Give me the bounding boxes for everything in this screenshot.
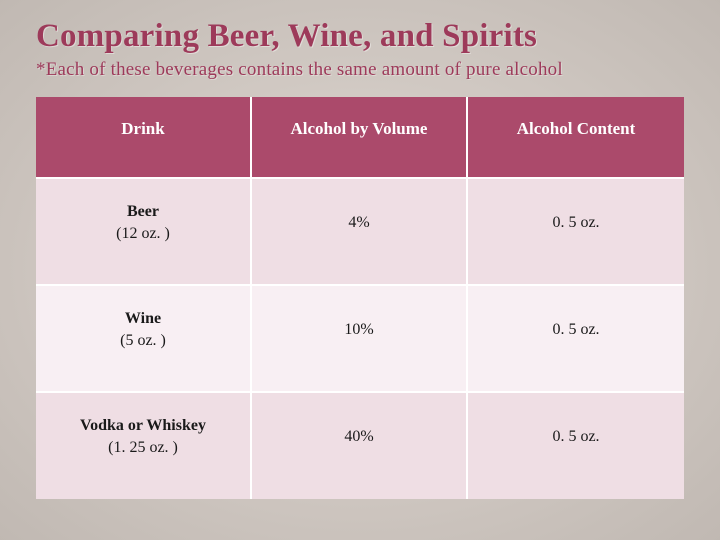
cell-drink: Wine (5 oz. )	[36, 286, 252, 393]
cell-content: 0. 5 oz.	[468, 286, 684, 393]
cell-drink: Beer (12 oz. )	[36, 179, 252, 286]
table-row: Vodka or Whiskey (1. 25 oz. ) 40% 0. 5 o…	[36, 393, 684, 498]
cell-abv: 4%	[252, 179, 468, 286]
alcohol-comparison-table: Drink Alcohol by Volume Alcohol Content …	[36, 97, 684, 499]
col-header-abv: Alcohol by Volume	[252, 97, 468, 179]
col-header-content: Alcohol Content	[468, 97, 684, 179]
cell-abv: 40%	[252, 393, 468, 498]
cell-drink: Vodka or Whiskey (1. 25 oz. )	[36, 393, 252, 498]
drink-serving: (12 oz. )	[44, 223, 242, 245]
table-row: Beer (12 oz. ) 4% 0. 5 oz.	[36, 179, 684, 286]
slide-title: Comparing Beer, Wine, and Spirits	[36, 18, 684, 55]
table-header-row: Drink Alcohol by Volume Alcohol Content	[36, 97, 684, 179]
table-row: Wine (5 oz. ) 10% 0. 5 oz.	[36, 286, 684, 393]
drink-name: Wine	[125, 310, 161, 327]
drink-name: Vodka or Whiskey	[80, 417, 206, 434]
cell-content: 0. 5 oz.	[468, 393, 684, 498]
slide-subtitle: *Each of these beverages contains the sa…	[36, 59, 684, 81]
drink-serving: (1. 25 oz. )	[44, 437, 242, 459]
cell-abv: 10%	[252, 286, 468, 393]
col-header-drink: Drink	[36, 97, 252, 179]
drink-serving: (5 oz. )	[44, 330, 242, 352]
drink-name: Beer	[127, 203, 159, 220]
cell-content: 0. 5 oz.	[468, 179, 684, 286]
